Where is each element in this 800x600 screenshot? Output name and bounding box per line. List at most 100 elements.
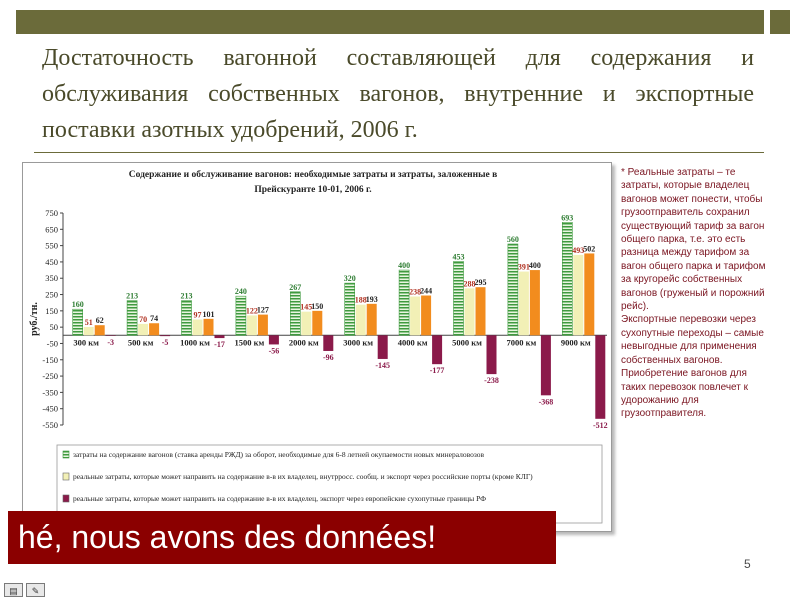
data-label: 97 [194, 310, 202, 319]
data-label: 453 [453, 252, 465, 261]
data-label: 320 [344, 274, 356, 283]
category-label: 300 км [73, 337, 99, 347]
title-divider [34, 152, 764, 153]
bar [138, 323, 149, 336]
legend-label: затраты на содержание вагонов (ставка ар… [73, 450, 485, 459]
data-label: -177 [430, 366, 445, 375]
data-label: 160 [72, 300, 84, 309]
bar [312, 310, 323, 336]
data-label: -145 [375, 361, 390, 370]
bar [366, 303, 377, 336]
y-axis-label: руб./тн. [29, 302, 40, 336]
data-label: 244 [420, 287, 432, 296]
y-tick-label: 450 [45, 257, 58, 267]
bar [529, 270, 540, 336]
bar [584, 253, 595, 336]
data-label: 391 [518, 263, 530, 272]
chart-title: Содержание и обслуживание вагонов: необх… [129, 169, 497, 195]
data-label: 70 [139, 315, 147, 324]
bar [573, 254, 584, 336]
data-label: -5 [162, 338, 169, 347]
bar [421, 295, 432, 336]
y-tick-label: -50 [47, 338, 58, 348]
bar [432, 335, 443, 365]
bar [344, 282, 356, 336]
legend-swatch [62, 494, 70, 503]
slide-nav[interactable]: ▤ ✎ [4, 583, 46, 597]
data-label: 74 [150, 314, 158, 323]
data-label: 693 [561, 213, 573, 222]
y-tick-label: 550 [45, 241, 58, 251]
data-label: -56 [269, 346, 280, 355]
bar [214, 335, 225, 339]
y-tick-label: -450 [42, 404, 58, 414]
note-paragraph-3: Приобретение вагонов для таких перевозок… [621, 368, 749, 420]
data-label: 267 [289, 283, 301, 292]
data-label: 493 [572, 246, 584, 255]
category-label: 1500 км [234, 337, 264, 347]
bar [105, 335, 116, 336]
bar [181, 300, 192, 336]
category-label: 4000 км [398, 337, 428, 347]
chart-axes: 750 650 550 450 350 250 150 50 -50 -150 -250 -350 -4… [42, 208, 607, 430]
pen-icon[interactable]: ✎ [26, 583, 45, 597]
category-label: 1000 км [180, 337, 210, 347]
bar [149, 323, 160, 336]
bar [94, 325, 105, 336]
y-tick-label: 750 [45, 208, 58, 218]
bar [72, 308, 84, 336]
bar-chart: Содержание и обслуживание вагонов: необх… [29, 169, 608, 524]
side-note: * Реальные затраты – те затраты, которые… [621, 166, 773, 421]
bar [160, 335, 171, 337]
legend-swatch [62, 472, 70, 481]
data-label: 240 [235, 287, 247, 296]
data-label: -238 [484, 376, 499, 385]
data-label: 193 [366, 295, 378, 304]
bar [289, 291, 301, 336]
note-paragraph-1: * Реальные затраты – те затраты, которые… [621, 167, 766, 313]
bar [323, 335, 334, 351]
bar [268, 335, 279, 345]
data-label: 502 [583, 244, 595, 253]
data-label: 150 [311, 302, 323, 311]
bar [257, 314, 268, 336]
bar [475, 287, 486, 336]
bar [355, 304, 366, 336]
category-label: 3000 км [343, 337, 373, 347]
legend-label: реальные затраты, которые может направит… [73, 494, 486, 503]
data-label: 213 [126, 292, 138, 301]
category-label: 500 км [128, 337, 154, 347]
bar [518, 271, 529, 336]
bar [126, 300, 138, 336]
data-label: -512 [593, 421, 608, 430]
data-label: 400 [529, 261, 541, 270]
data-label: 560 [507, 235, 519, 244]
y-tick-label: -250 [42, 371, 58, 381]
category-label: 9000 км [561, 337, 591, 347]
bar [246, 315, 257, 336]
data-label: 62 [96, 316, 104, 325]
bar [235, 295, 247, 336]
y-tick-label: -350 [42, 387, 58, 397]
page-number: 5 [744, 557, 751, 571]
bar [203, 318, 214, 336]
y-tick-label: -150 [42, 355, 58, 365]
bar [507, 243, 519, 336]
y-tick-label: 350 [45, 273, 58, 283]
notes-icon[interactable]: ▤ [4, 583, 23, 597]
bar [377, 335, 388, 359]
category-label: 2000 км [289, 337, 319, 347]
bar [486, 335, 497, 375]
chart-legend: затраты на содержание вагонов (ставка ар… [56, 444, 603, 524]
note-paragraph-2: Экспортные перевозки через сухопутные пе… [621, 314, 764, 366]
data-label: 295 [475, 278, 487, 287]
data-label: 127 [257, 306, 269, 315]
y-tick-label: 150 [45, 306, 58, 316]
bar [398, 269, 410, 336]
data-label: 288 [464, 279, 476, 288]
data-label: 238 [409, 287, 421, 296]
y-tick-label: 650 [45, 224, 58, 234]
bar [595, 335, 606, 419]
data-label: 145 [300, 303, 312, 312]
data-label: 122 [246, 306, 258, 315]
